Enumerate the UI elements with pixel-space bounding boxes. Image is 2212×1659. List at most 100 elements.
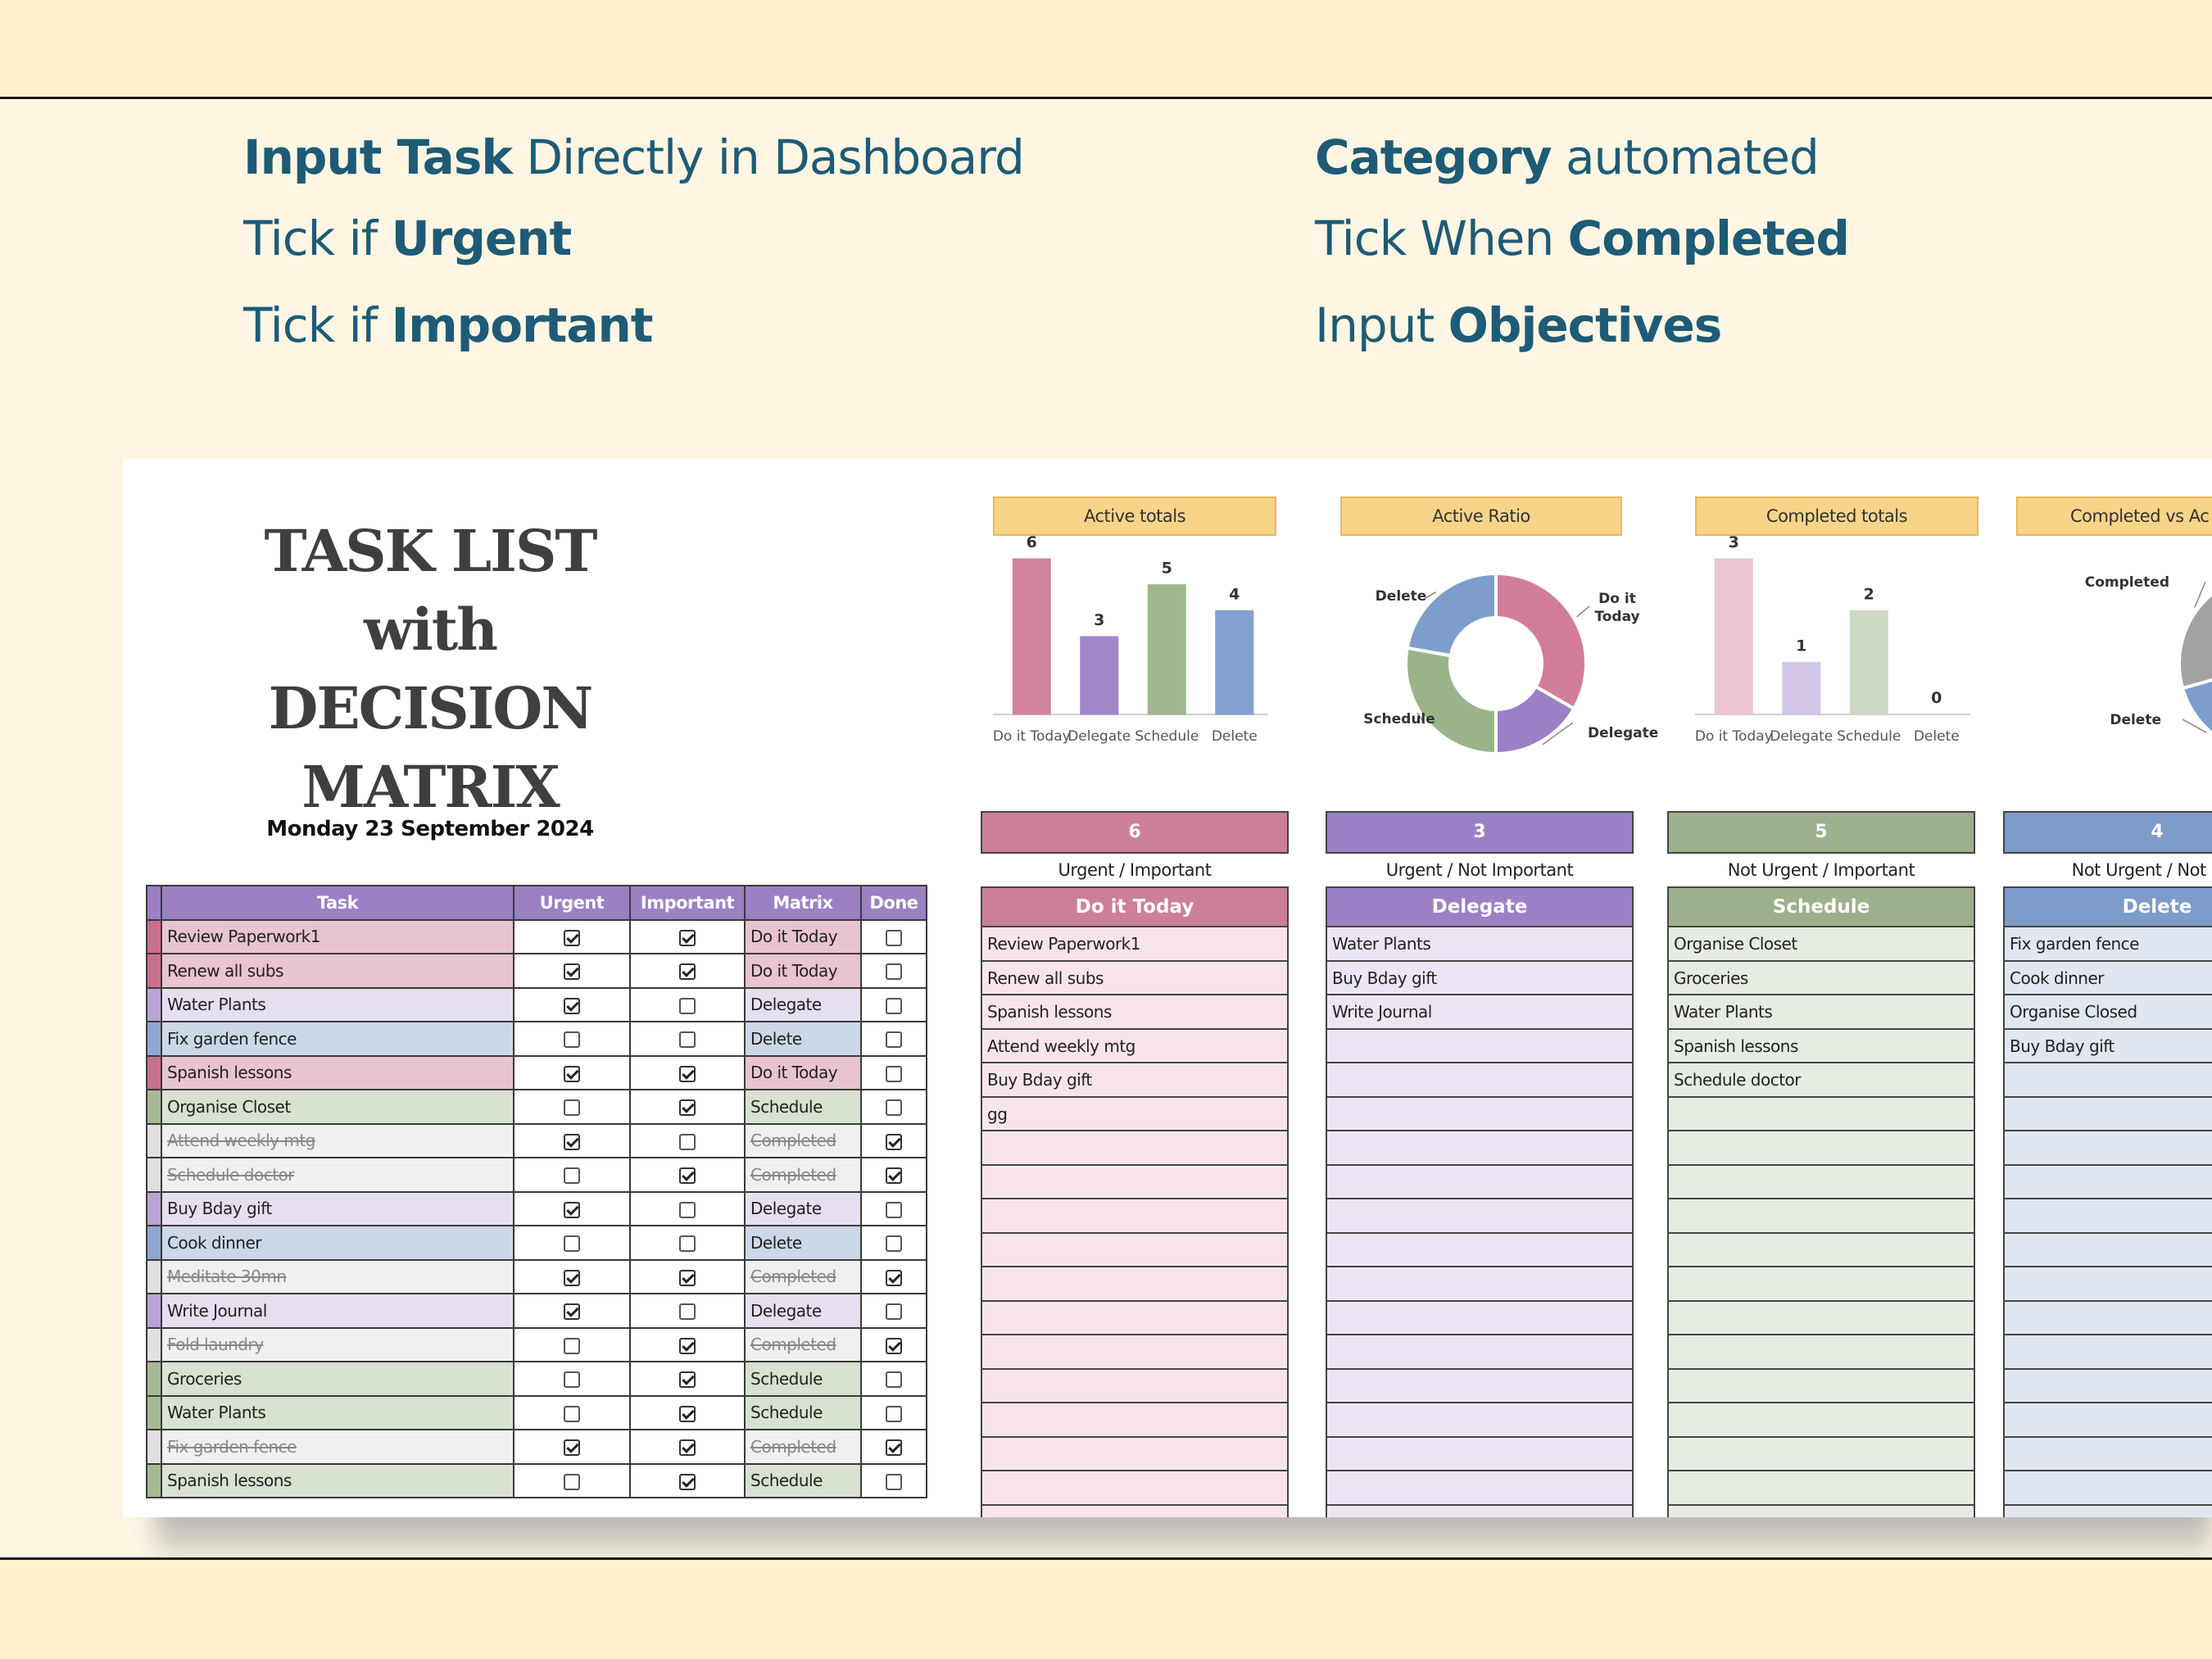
done-checkbox[interactable] bbox=[886, 929, 902, 946]
matrix-cell[interactable] bbox=[1667, 1437, 1975, 1471]
matrix-cell[interactable] bbox=[1667, 1335, 1975, 1370]
done-checkbox[interactable] bbox=[886, 1269, 902, 1286]
task-name-cell[interactable]: Water Plants bbox=[161, 986, 514, 1022]
urgent-checkbox[interactable] bbox=[564, 963, 580, 981]
matrix-cell[interactable]: Fix garden fence bbox=[2003, 927, 2212, 962]
matrix-cell[interactable] bbox=[981, 1437, 1289, 1471]
important-checkbox[interactable] bbox=[679, 1303, 696, 1321]
matrix-cell[interactable]: Organise Closet bbox=[1667, 927, 1975, 962]
urgent-checkbox[interactable] bbox=[564, 1099, 580, 1117]
task-name-cell[interactable]: Fold laundry bbox=[161, 1326, 514, 1362]
matrix-cell[interactable] bbox=[1667, 1471, 1975, 1506]
done-checkbox[interactable] bbox=[886, 997, 902, 1014]
urgent-checkbox[interactable] bbox=[564, 1133, 580, 1150]
matrix-cell[interactable] bbox=[1667, 1267, 1975, 1302]
important-checkbox[interactable] bbox=[679, 963, 696, 981]
matrix-cell[interactable] bbox=[2003, 1437, 2212, 1471]
urgent-checkbox[interactable] bbox=[564, 1473, 580, 1490]
matrix-cell[interactable] bbox=[1667, 1131, 1975, 1166]
important-checkbox[interactable] bbox=[679, 1201, 696, 1218]
important-checkbox[interactable] bbox=[679, 1099, 696, 1117]
urgent-checkbox[interactable] bbox=[564, 1235, 580, 1253]
matrix-cell[interactable]: Buy Bday gift bbox=[1326, 961, 1634, 995]
task-name-cell[interactable]: Fix garden fence bbox=[161, 1429, 514, 1465]
important-checkbox[interactable] bbox=[679, 1371, 696, 1389]
column-header-task[interactable]: Task bbox=[161, 885, 514, 921]
matrix-cell[interactable] bbox=[1326, 1233, 1634, 1267]
matrix-cell[interactable] bbox=[1326, 1505, 1634, 1517]
matrix-cell[interactable] bbox=[1326, 1063, 1634, 1098]
urgent-checkbox[interactable] bbox=[564, 1337, 580, 1354]
matrix-cell[interactable]: Buy Bday gift bbox=[981, 1063, 1289, 1098]
matrix-cell[interactable] bbox=[2003, 1505, 2212, 1517]
matrix-cell[interactable] bbox=[2003, 1369, 2212, 1403]
important-checkbox[interactable] bbox=[679, 1167, 696, 1185]
urgent-checkbox[interactable] bbox=[564, 1439, 580, 1457]
matrix-cell[interactable]: Organise Closed bbox=[2003, 995, 2212, 1030]
matrix-cell[interactable] bbox=[1667, 1505, 1975, 1517]
urgent-checkbox[interactable] bbox=[564, 1201, 580, 1218]
matrix-cell[interactable] bbox=[1326, 1029, 1634, 1063]
task-name-cell[interactable]: Attend weekly mtg bbox=[161, 1122, 514, 1158]
matrix-cell[interactable] bbox=[981, 1165, 1289, 1199]
matrix-cell[interactable] bbox=[2003, 1403, 2212, 1438]
matrix-cell[interactable] bbox=[1667, 1097, 1975, 1131]
matrix-cell[interactable] bbox=[981, 1505, 1289, 1517]
matrix-cell[interactable] bbox=[2003, 1165, 2212, 1199]
matrix-cell[interactable] bbox=[981, 1267, 1289, 1302]
matrix-cell[interactable] bbox=[2003, 1301, 2212, 1335]
done-checkbox[interactable] bbox=[886, 1473, 902, 1490]
done-checkbox[interactable] bbox=[886, 1065, 902, 1082]
matrix-cell[interactable] bbox=[1667, 1199, 1975, 1234]
matrix-cell[interactable] bbox=[2003, 1199, 2212, 1234]
done-checkbox[interactable] bbox=[886, 1405, 902, 1422]
important-checkbox[interactable] bbox=[679, 1235, 696, 1253]
matrix-cell[interactable] bbox=[981, 1471, 1289, 1506]
urgent-checkbox[interactable] bbox=[564, 1065, 580, 1082]
matrix-cell[interactable] bbox=[1326, 1403, 1634, 1438]
urgent-checkbox[interactable] bbox=[564, 997, 580, 1014]
done-checkbox[interactable] bbox=[886, 1235, 902, 1253]
task-name-cell[interactable]: Renew all subs bbox=[161, 953, 514, 989]
important-checkbox[interactable] bbox=[679, 1439, 696, 1457]
column-header-important[interactable]: Important bbox=[629, 885, 746, 921]
urgent-checkbox[interactable] bbox=[564, 1167, 580, 1185]
matrix-cell[interactable] bbox=[1326, 1131, 1634, 1166]
urgent-checkbox[interactable] bbox=[564, 1269, 580, 1286]
task-name-cell[interactable]: Water Plants bbox=[161, 1394, 514, 1430]
matrix-cell[interactable]: Water Plants bbox=[1667, 995, 1975, 1030]
matrix-cell[interactable] bbox=[1326, 1199, 1634, 1234]
matrix-cell[interactable]: Write Journal bbox=[1326, 995, 1634, 1030]
matrix-cell[interactable] bbox=[1326, 1471, 1634, 1506]
matrix-cell[interactable] bbox=[1667, 1301, 1975, 1335]
done-checkbox[interactable] bbox=[886, 1303, 902, 1321]
matrix-cell[interactable]: Renew all subs bbox=[981, 961, 1289, 995]
done-checkbox[interactable] bbox=[886, 963, 902, 981]
task-name-cell[interactable]: Fix garden fence bbox=[161, 1021, 514, 1057]
matrix-cell[interactable] bbox=[981, 1301, 1289, 1335]
matrix-cell[interactable]: Attend weekly mtg bbox=[981, 1029, 1289, 1063]
matrix-cell[interactable] bbox=[981, 1233, 1289, 1267]
important-checkbox[interactable] bbox=[679, 1473, 696, 1490]
matrix-cell[interactable] bbox=[1326, 1097, 1634, 1131]
important-checkbox[interactable] bbox=[679, 1337, 696, 1354]
important-checkbox[interactable] bbox=[679, 1269, 696, 1286]
matrix-cell[interactable] bbox=[1667, 1165, 1975, 1199]
matrix-cell[interactable] bbox=[2003, 1063, 2212, 1098]
matrix-cell[interactable] bbox=[981, 1369, 1289, 1403]
task-name-cell[interactable]: Groceries bbox=[161, 1361, 514, 1397]
urgent-checkbox[interactable] bbox=[564, 1303, 580, 1321]
urgent-checkbox[interactable] bbox=[564, 1031, 580, 1049]
matrix-cell[interactable] bbox=[1326, 1437, 1634, 1471]
matrix-cell[interactable] bbox=[1667, 1403, 1975, 1438]
matrix-cell[interactable] bbox=[1326, 1335, 1634, 1370]
matrix-cell[interactable]: Buy Bday gift bbox=[2003, 1029, 2212, 1063]
matrix-cell[interactable] bbox=[981, 1131, 1289, 1166]
matrix-cell[interactable]: Review Paperwork1 bbox=[981, 927, 1289, 962]
matrix-cell[interactable] bbox=[1667, 1369, 1975, 1403]
matrix-cell[interactable] bbox=[981, 1335, 1289, 1370]
done-checkbox[interactable] bbox=[886, 1337, 902, 1354]
column-header-urgent[interactable]: Urgent bbox=[513, 885, 631, 921]
urgent-checkbox[interactable] bbox=[564, 929, 580, 946]
matrix-cell[interactable] bbox=[2003, 1131, 2212, 1166]
